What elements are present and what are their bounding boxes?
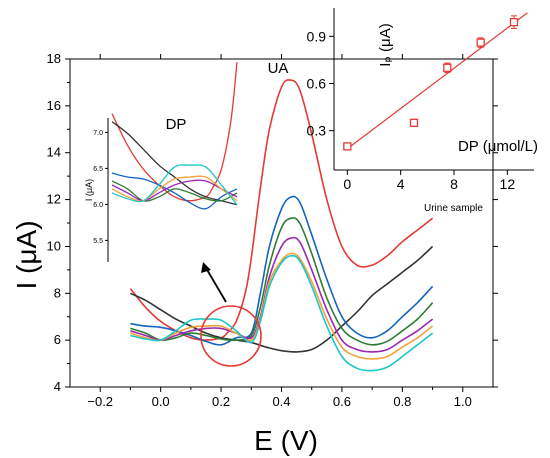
calibration-points <box>343 15 519 151</box>
main-x-axis: −0.2 0.0 0.2 0.4 0.6 0.8 1.0 <box>87 54 472 409</box>
dp-inset-line-7 <box>111 164 238 206</box>
calibration-y-axis-title: Iₚ (μA) <box>377 23 394 66</box>
arrow-to-inset <box>205 267 227 303</box>
main-x-tick-label: 1.0 <box>454 394 472 409</box>
main-x-tick-label: 0.6 <box>333 394 351 409</box>
main-series-line-7 <box>130 254 434 372</box>
main-series-line-5 <box>130 236 434 353</box>
dp-inset-y-tick-label: 6.0 <box>93 202 103 209</box>
main-x-tick-label: 0.2 <box>212 394 230 409</box>
main-x-tick-label: 0.4 <box>272 394 290 409</box>
calibration-point <box>409 118 419 127</box>
main-y-tick-label: 6 <box>54 332 61 347</box>
main-chart: 4 6 8 10 12 14 16 18 −0.2 0.0 0.2 0.4 0.6 0.8 1.0 E (… <box>11 51 498 456</box>
main-x-tick-label: 0.8 <box>393 394 411 409</box>
calibration-y-tick-label: 0.9 <box>307 28 327 44</box>
calibration-x-axis-title: DP (μmol/L) <box>458 138 538 155</box>
main-y-tick-label: 4 <box>54 379 61 394</box>
dp-inset-title: DP <box>166 116 187 133</box>
main-y-axis-title: I (μA) <box>11 220 42 289</box>
main-y-tick-label: 18 <box>47 51 61 66</box>
dp-inset-line-4 <box>111 180 238 202</box>
calibration-x-tick-label: 8 <box>450 176 458 192</box>
calibration-y-tick-label: 0.3 <box>307 123 327 139</box>
main-series-line-4 <box>130 217 434 346</box>
calibration-point <box>476 38 485 47</box>
dp-inset-line-5 <box>111 179 238 202</box>
main-y-tick-label: 10 <box>47 238 61 253</box>
main-y-tick-label: 16 <box>47 98 61 113</box>
ua-peak-label: UA <box>268 60 289 77</box>
calibration-point <box>443 63 452 72</box>
calibration-x-tick-label: 12 <box>500 176 516 192</box>
calibration-fit-line <box>346 12 528 150</box>
main-plot-area <box>69 58 494 388</box>
urine-sample-label: Urine sample <box>424 203 483 214</box>
dp-inset-chart: 5.5 6.0 6.5 7.0 DP I (μA) <box>84 62 238 262</box>
main-series <box>129 79 434 372</box>
main-x-tick-label: 0.0 <box>152 394 170 409</box>
main-x-tick-label: −0.2 <box>87 394 113 409</box>
dp-inset-series <box>111 62 238 210</box>
calibration-x-axis: 0 4 8 12 <box>343 170 515 192</box>
calibration-y-tick-label: 0.6 <box>307 75 327 91</box>
main-series-line-3 <box>130 195 434 346</box>
dp-inset-y-tick-label: 5.5 <box>93 238 103 245</box>
main-y-tick-label: 8 <box>54 285 61 300</box>
dp-inset-y-tick-label: 7.0 <box>93 130 103 137</box>
main-y-tick-label: 14 <box>47 145 61 160</box>
main-series-line-2 <box>130 245 434 353</box>
calibration-x-tick-label: 0 <box>343 176 351 192</box>
main-y-tick-label: 12 <box>47 192 61 207</box>
dp-inset-line-1 <box>111 62 238 202</box>
arrowhead-icon <box>201 262 211 273</box>
dp-inset-y-tick-label: 6.5 <box>93 166 103 173</box>
main-series-line-6 <box>130 252 434 360</box>
calibration-inset-chart: 0.3 0.6 0.9 0 4 8 12 DP (μmol/L) Iₚ (μA) <box>307 8 538 192</box>
calibration-x-tick-label: 4 <box>397 176 405 192</box>
main-series-line-1 <box>129 79 434 341</box>
calibration-point <box>343 142 352 151</box>
main-y-axis: 4 6 8 10 12 14 16 18 <box>47 51 498 394</box>
dp-highlight-circle <box>200 305 262 367</box>
calibration-y-axis: 0.3 0.6 0.9 <box>307 28 334 139</box>
calibration-point <box>509 18 519 27</box>
dp-inset-y-axis: 5.5 6.0 6.5 7.0 <box>93 130 108 245</box>
dp-inset-line-6 <box>111 175 238 202</box>
main-x-axis-title: E (V) <box>254 425 318 456</box>
dp-inset-y-axis-title: I (μA) <box>84 179 94 201</box>
